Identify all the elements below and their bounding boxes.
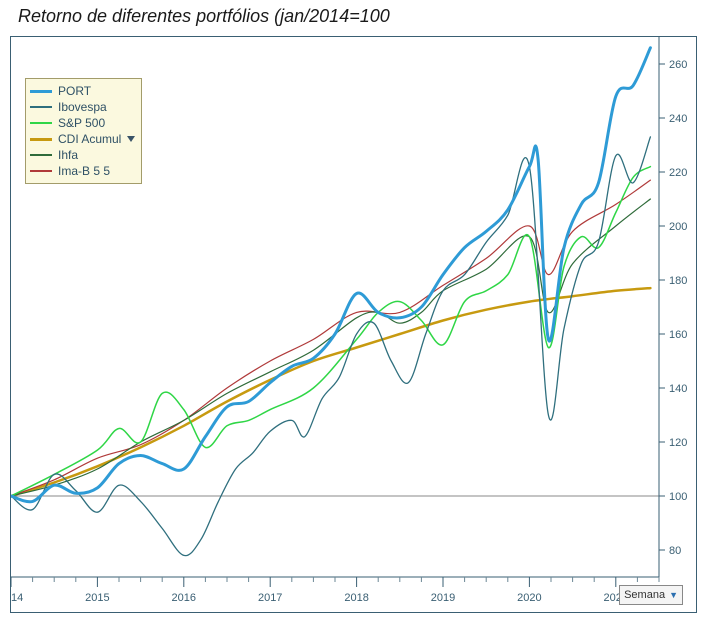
svg-text:2017: 2017 bbox=[258, 592, 282, 604]
legend-swatch bbox=[30, 106, 52, 108]
legend-label: PORT bbox=[58, 83, 91, 99]
svg-text:140: 140 bbox=[669, 383, 687, 395]
series-ihfa bbox=[11, 199, 650, 496]
svg-text:2016: 2016 bbox=[172, 592, 196, 604]
svg-text:200: 200 bbox=[669, 221, 687, 233]
svg-text:180: 180 bbox=[669, 275, 687, 287]
legend-label: CDI Acumul bbox=[58, 131, 121, 147]
legend: PORTIbovespaS&P 500CDI AcumulIhfaIma-B 5… bbox=[25, 78, 142, 184]
xaxis-granularity-label: Semana bbox=[624, 589, 665, 601]
legend-swatch bbox=[30, 90, 52, 93]
svg-text:2015: 2015 bbox=[85, 592, 109, 604]
svg-text:220: 220 bbox=[669, 167, 687, 179]
legend-swatch bbox=[30, 138, 52, 141]
svg-text:260: 260 bbox=[669, 59, 687, 71]
legend-swatch bbox=[30, 170, 52, 172]
chart-title: Retorno de diferentes portfólios (jan/20… bbox=[18, 6, 390, 27]
legend-item-sp500: S&P 500 bbox=[30, 115, 135, 131]
svg-text:240: 240 bbox=[669, 113, 687, 125]
svg-text:2019: 2019 bbox=[431, 592, 455, 604]
svg-text:80: 80 bbox=[669, 545, 681, 557]
svg-text:2014: 2014 bbox=[11, 592, 23, 604]
series-ibov bbox=[11, 137, 650, 556]
legend-label: S&P 500 bbox=[58, 115, 105, 131]
series-sp500 bbox=[11, 167, 650, 496]
legend-item-ibov: Ibovespa bbox=[30, 99, 135, 115]
legend-item-ihfa: Ihfa bbox=[30, 147, 135, 163]
svg-text:120: 120 bbox=[669, 437, 687, 449]
svg-text:2018: 2018 bbox=[344, 592, 368, 604]
legend-swatch bbox=[30, 122, 52, 124]
legend-label: Ihfa bbox=[58, 147, 78, 163]
xaxis-granularity-button[interactable]: Semana ▼ bbox=[619, 585, 683, 605]
legend-label: Ima-B 5 5 bbox=[58, 163, 110, 179]
svg-text:2020: 2020 bbox=[517, 592, 541, 604]
svg-text:160: 160 bbox=[669, 329, 687, 341]
triangle-icon bbox=[127, 136, 135, 142]
chart-frame: 80 100 120 140 160 180 200 220 240 260 2014 2015 201… bbox=[10, 36, 697, 613]
legend-item-port: PORT bbox=[30, 83, 135, 99]
dropdown-icon: ▼ bbox=[669, 590, 678, 600]
svg-text:100: 100 bbox=[669, 491, 687, 503]
legend-label: Ibovespa bbox=[58, 99, 107, 115]
legend-item-cdi: CDI Acumul bbox=[30, 131, 135, 147]
legend-item-imab: Ima-B 5 5 bbox=[30, 163, 135, 179]
legend-swatch bbox=[30, 154, 52, 156]
